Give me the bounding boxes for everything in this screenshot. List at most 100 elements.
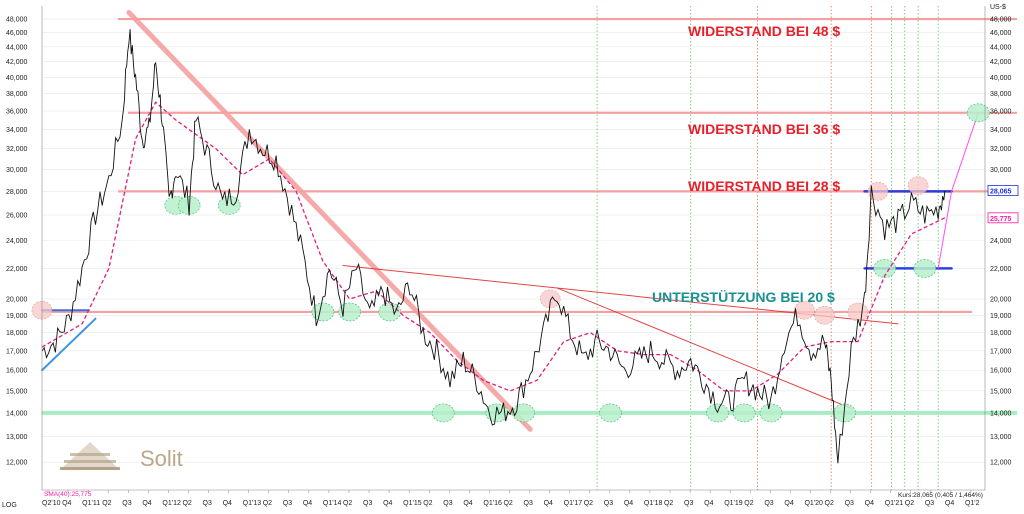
sma-badge-text: 25,775	[990, 216, 1012, 223]
trendline	[41, 317, 97, 372]
y-tick-label-right: 48,000	[990, 17, 1012, 24]
level-annotation: WIDERSTAND BEI 28 $	[688, 178, 840, 194]
x-tick-label: Q4	[62, 500, 71, 507]
x-tick-label: Q2	[825, 500, 834, 507]
x-tick-label: Q4	[784, 500, 793, 507]
x-tick-label: Q4	[865, 500, 874, 507]
x-tick-label: Q3	[443, 500, 452, 507]
trendline	[951, 112, 979, 192]
green-marker	[431, 403, 455, 423]
x-tick-label: Q2	[102, 500, 111, 507]
x-tick-label: Q3	[203, 500, 212, 507]
x-tick-label: Q1'15	[403, 500, 422, 507]
x-tick-label: Q2	[905, 500, 914, 507]
green-marker	[599, 403, 622, 423]
y-tick-label-left: 16,000	[6, 368, 28, 375]
green-marker	[217, 195, 241, 215]
x-tick-label: Q1'11	[82, 500, 100, 507]
y-tick-label-left: 48,000	[6, 17, 28, 24]
y-tick-label-left: 15,000	[6, 388, 28, 395]
x-tick-label: Q1'18	[644, 500, 663, 507]
sma-line	[41, 101, 946, 392]
y-tick-label-right: 13,000	[990, 434, 1012, 441]
y-tick-label-left: 17,000	[6, 348, 28, 355]
y-tick-label-right: 40,000	[990, 75, 1012, 82]
x-tick-label: Q4	[624, 500, 633, 507]
x-tick-label: Q3	[524, 500, 533, 507]
footer-quote: Kurs:28,065 (0,405 / 1,464%)	[898, 492, 983, 499]
y-tick-label-right: 22,000	[990, 266, 1012, 273]
y-tick-label-left: 34,000	[6, 127, 28, 134]
trendline	[937, 190, 953, 269]
y-tick-label-left: 26,000	[6, 213, 28, 220]
x-tick-label: Q2	[584, 500, 593, 507]
green-marker	[732, 403, 756, 423]
x-tick-label: Q3	[845, 500, 854, 507]
x-tick-label: Q2	[664, 500, 673, 507]
solit-logo: Solit	[60, 442, 183, 471]
green-marker	[512, 403, 535, 423]
x-tick-label: Q3	[684, 500, 693, 507]
x-tick-label: Q4	[463, 500, 472, 507]
y-tick-label-right: 14,000	[990, 410, 1012, 417]
x-tick-label: Q2	[263, 500, 272, 507]
x-tick-label: Q2	[423, 500, 432, 507]
x-tick-label: Q4	[945, 500, 954, 507]
trendline	[126, 9, 533, 432]
y-tick-label-left: 22,000	[6, 266, 28, 273]
green-marker	[378, 302, 402, 322]
x-tick-label: Q1'20	[804, 500, 823, 507]
pink-marker	[794, 300, 815, 320]
x-tick-label: Q2'10	[42, 500, 61, 507]
x-tick-label: Q4	[142, 500, 151, 507]
logo-text: Solit	[140, 446, 183, 471]
x-tick-label: Q2	[503, 500, 512, 507]
y-tick-label-left: 46,000	[6, 30, 28, 37]
scale-label: LOG	[2, 502, 17, 509]
y-tick-label-left: 24,000	[6, 238, 28, 245]
y-tick-label-left: 36,000	[6, 109, 28, 116]
y-tick-label-right: 16,000	[990, 368, 1012, 375]
y-tick-label-right: 15,000	[990, 388, 1012, 395]
x-tick-label: Q4	[704, 500, 713, 507]
x-tick-label: Q4	[303, 500, 312, 507]
y-tick-label-left: 44,000	[6, 44, 28, 51]
y-tick-label-left: 38,000	[6, 91, 28, 98]
y-tick-label-left: 32,000	[6, 146, 28, 153]
y-tick-label-right: 17,000	[990, 348, 1012, 355]
x-tick-label: Q4	[223, 500, 232, 507]
y-unit-label: US-$	[990, 4, 1006, 11]
y-tick-label-left: 42,000	[6, 59, 28, 66]
x-tick-label: Q1'16	[483, 500, 502, 507]
trendline	[556, 287, 852, 409]
y-tick-label-right: 36,000	[990, 109, 1012, 116]
x-tick-label: Q2	[182, 500, 191, 507]
x-tick-label: Q3	[283, 500, 292, 507]
y-tick-label-right: 32,000	[990, 146, 1012, 153]
price-line	[41, 29, 946, 464]
x-tick-label: Q3	[764, 500, 773, 507]
pink-marker	[539, 289, 561, 309]
y-tick-label-right: 34,000	[990, 127, 1012, 134]
green-marker	[311, 302, 335, 322]
y-tick-label-right: 38,000	[990, 91, 1012, 98]
y-tick-label-right: 42,000	[990, 59, 1012, 66]
x-tick-label: Q2	[744, 500, 753, 507]
green-marker	[966, 103, 990, 123]
y-tick-label-left: 19,000	[6, 313, 28, 320]
y-tick-label-left: 13,000	[6, 434, 28, 441]
y-tick-label-right: 18,000	[990, 330, 1012, 337]
y-tick-label-right: 46,000	[990, 30, 1012, 37]
pink-marker	[814, 305, 835, 325]
y-tick-label-left: 30,000	[6, 167, 28, 174]
x-tick-label: Q3	[604, 500, 613, 507]
green-marker	[759, 403, 783, 423]
level-annotation: WIDERSTAND BEI 36 $	[688, 121, 840, 137]
green-marker	[913, 259, 937, 278]
level-annotation: UNTERSTÜTZUNG BEI 20 $	[652, 289, 835, 305]
y-tick-label-left: 20,000	[6, 296, 28, 303]
y-tick-label-right: 12,000	[990, 460, 1012, 467]
x-tick-label: Q1'14	[323, 500, 342, 507]
x-tick-label: Q1'12	[162, 500, 181, 507]
